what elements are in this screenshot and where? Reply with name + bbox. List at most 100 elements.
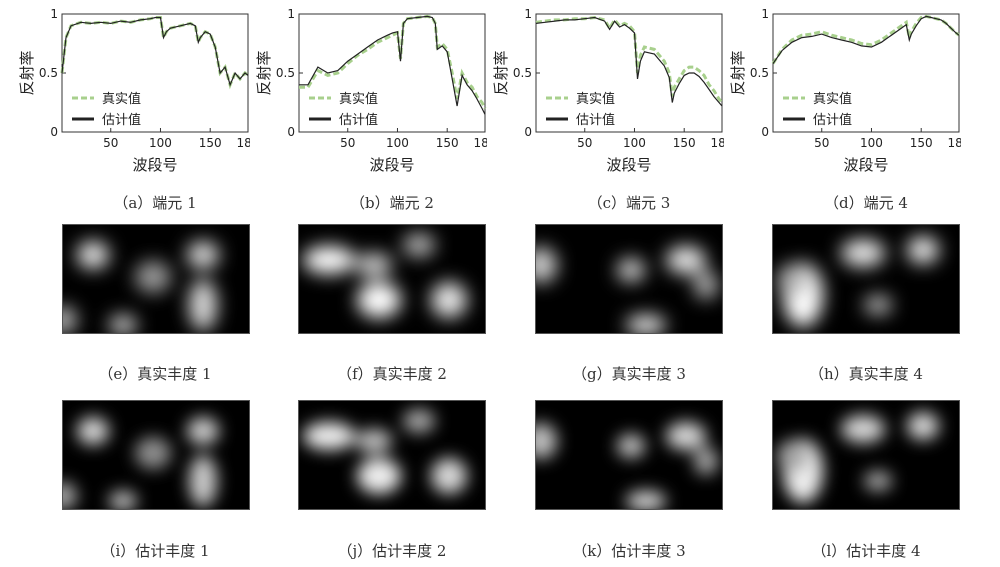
estimated-abundance-map-1 (62, 400, 250, 510)
spectrum-panel-1: 00.5150100150188波段号反射率真实值估计值 (0, 0, 259, 190)
true-abundance-map-2 (298, 224, 486, 334)
x-tick-label: 150 (199, 136, 222, 150)
caption-d: （d）端元 4 (824, 194, 908, 212)
abundance-blob (135, 261, 171, 293)
abundance-blob (864, 295, 892, 315)
true-abundance-map-4-svg (773, 225, 959, 333)
legend-label: 真实值 (102, 91, 141, 107)
series-line-1 (535, 15, 724, 104)
y-tick-label: 1 (524, 7, 532, 21)
true-abundance-map-3 (535, 224, 723, 334)
abundance-blob (617, 258, 645, 282)
abundance-blob (187, 417, 219, 445)
legend-label: 估计值 (102, 112, 141, 128)
true-abundance-map-4 (772, 224, 960, 334)
abundance-blob (357, 282, 401, 318)
legend-label: 估计值 (813, 112, 852, 128)
y-tick-label: 0.5 (513, 66, 532, 80)
x-tick-label: 100 (149, 136, 172, 150)
abundance-blob (357, 458, 401, 494)
plot-frame (772, 13, 960, 133)
y-tick-label: 0.5 (750, 66, 769, 80)
legend-label: 真实值 (339, 91, 378, 107)
abundance-blob (626, 315, 666, 333)
caption-i: （i）估计丰度 1 (100, 542, 210, 560)
x-tick-label: 100 (860, 136, 883, 150)
x-tick-label: 150 (910, 136, 933, 150)
abundance-blob (666, 246, 706, 274)
abundance-blob (694, 447, 718, 475)
y-axis-label: 反射率 (492, 50, 510, 95)
abundance-blob (536, 423, 557, 459)
caption-h: （h）真实丰度 4 (809, 365, 923, 383)
caption-f: （f）真实丰度 2 (337, 365, 447, 383)
abundance-blob (777, 440, 809, 472)
x-tick-label: 188 (948, 136, 961, 150)
abundance-blob (63, 306, 77, 333)
y-tick-label: 1 (287, 7, 295, 21)
abundance-blob (694, 271, 718, 299)
true-abundance-map-3-svg (536, 225, 722, 333)
abundance-blob (77, 417, 109, 445)
x-tick-label: 50 (577, 136, 592, 150)
abundance-blob (536, 247, 557, 283)
x-axis-label: 波段号 (843, 156, 888, 174)
series-line-1 (60, 16, 249, 90)
series-line-2 (772, 15, 960, 64)
x-tick-label: 50 (103, 136, 118, 150)
y-tick-label: 0 (761, 125, 769, 139)
x-axis-label: 波段号 (369, 156, 414, 174)
series-line-2 (299, 15, 486, 115)
estimated-abundance-map-4 (772, 400, 960, 510)
abundance-blob (109, 315, 137, 333)
x-tick-label: 150 (673, 136, 696, 150)
spectrum-chart-2: 00.5150100150188波段号反射率真实值估计值 (255, 7, 496, 174)
legend-label: 真实值 (813, 91, 852, 107)
estimated-abundance-map-2 (298, 400, 486, 510)
caption-a: （a）端元 1 (113, 194, 197, 212)
legend-label: 真实值 (576, 91, 615, 107)
abundance-blob (431, 458, 467, 494)
abundance-blob (841, 415, 885, 443)
abundance-blob (403, 233, 435, 257)
x-axis-label: 波段号 (606, 156, 651, 174)
abundance-blob (626, 491, 666, 509)
abundance-blob (63, 482, 77, 509)
abundance-blob (666, 422, 706, 450)
abundance-blob (841, 239, 885, 267)
caption-k: （k）估计丰度 3 (572, 542, 686, 560)
spectrum-panel-4: 00.5150100150188波段号反射率真实值估计值 (711, 0, 970, 190)
y-axis-label: 反射率 (729, 50, 747, 95)
abundance-blob (109, 491, 137, 509)
abundance-blob (864, 471, 892, 491)
y-tick-label: 0.5 (39, 66, 58, 80)
abundance-blob (907, 236, 939, 264)
series-line-1 (299, 14, 487, 110)
abundance-blob (189, 279, 217, 331)
abundance-blob (135, 437, 171, 469)
caption-l: （l）估计丰度 4 (811, 542, 921, 560)
abundance-blob (303, 246, 355, 274)
legend-label: 估计值 (576, 112, 615, 128)
y-tick-label: 0 (524, 125, 532, 139)
abundance-blob (303, 422, 355, 450)
y-tick-label: 0 (50, 125, 58, 139)
abundance-blob (617, 434, 645, 458)
series-line-1 (771, 14, 960, 65)
abundance-blob (907, 412, 939, 440)
abundance-blob (356, 429, 392, 453)
caption-b: （b）端元 2 (350, 194, 434, 212)
spectrum-panel-2: 00.5150100150188波段号反射率真实值估计值 (237, 0, 496, 190)
true-abundance-map-2-svg (299, 225, 485, 333)
x-tick-label: 100 (386, 136, 409, 150)
y-tick-label: 1 (50, 7, 58, 21)
estimated-abundance-map-2-svg (299, 401, 485, 509)
y-axis-label: 反射率 (18, 50, 36, 95)
estimated-abundance-map-3-svg (536, 401, 722, 509)
x-axis-label: 波段号 (132, 156, 177, 174)
spectrum-chart-3: 00.5150100150188波段号反射率真实值估计值 (492, 7, 733, 174)
abundance-blob (777, 264, 809, 296)
spectrum-chart-1: 00.5150100150188波段号反射率真实值估计值 (18, 7, 259, 174)
abundance-blob (403, 409, 435, 433)
x-tick-label: 50 (814, 136, 829, 150)
